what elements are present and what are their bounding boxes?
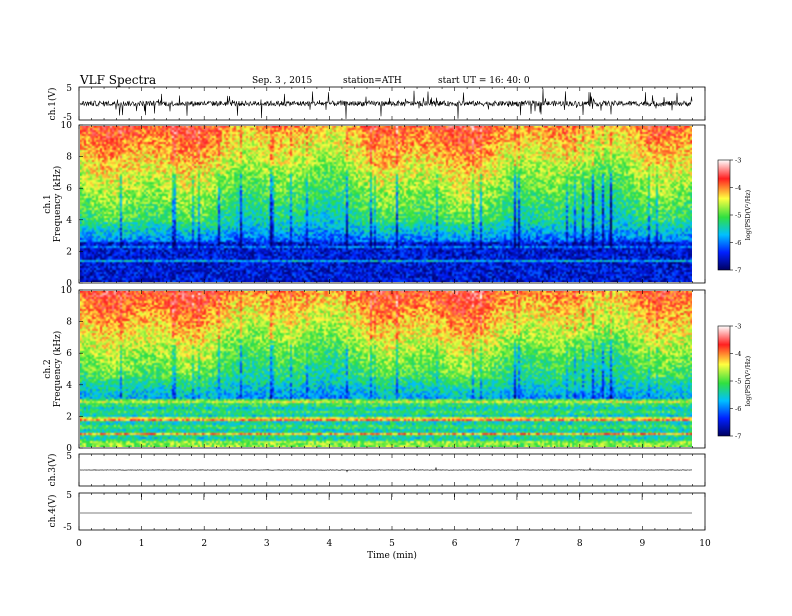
colorbar-tick-label: -5: [735, 378, 741, 386]
ch2-colorbar-label: log(PSD(V²/Hz): [744, 355, 752, 406]
ch2-spectrogram-yticks: 0 2 4 6 8 10: [61, 286, 83, 454]
x-tick-label: 2: [201, 539, 207, 549]
colorbar-tick-label: -6: [735, 239, 741, 247]
colorbar-tick-label: -4: [735, 184, 741, 192]
ch1-colorbar: -3 -4 -5 -6 -7 log(PSD(V²/Hz): [717, 157, 752, 275]
ch3-waveform-trace: [79, 467, 693, 473]
frequency-tick-label: 2: [66, 247, 72, 257]
ch1-spectrogram-ylabel: Frequency (kHz): [52, 166, 63, 243]
ch1-colorbar-gradient: [717, 159, 731, 271]
x-tick-label: 8: [577, 539, 583, 549]
frequency-tick-label: 0: [66, 444, 72, 454]
frequency-tick-label: 8: [66, 318, 72, 328]
colorbar-tick-label: -7: [735, 267, 741, 275]
ch1-waveform-frame: [78, 86, 706, 121]
colorbar-tick-label: -7: [735, 433, 741, 441]
x-tick-label: 7: [514, 539, 520, 549]
x-tick-label: 9: [640, 539, 646, 549]
colorbar-tick-label: -3: [735, 157, 741, 165]
colorbar-tick-label: -4: [735, 350, 741, 358]
ch1-spectrogram-heatmap: [80, 126, 692, 282]
x-tick-label: 0: [76, 539, 82, 549]
x-axis-ticks: [78, 87, 706, 530]
x-axis-tick-labels: 0 1 2 3 4 5 6 7 8 9 10: [76, 539, 711, 549]
x-tick-label: 4: [327, 539, 333, 549]
ch2-colorbar: -3 -4 -5 -6 -7 log(PSD(V²/Hz): [717, 323, 752, 441]
x-tick-label: 6: [452, 539, 458, 549]
x-tick-label: 1: [139, 539, 145, 549]
station-label: station=ATH: [343, 76, 402, 86]
ch1-spectrogram-channel-label: ch.1: [43, 194, 53, 213]
ch1-colorbar-ticks: -3 -4 -5 -6 -7: [730, 157, 741, 275]
ch1-ytick-minus5: -5: [63, 113, 72, 123]
date-label: Sep. 3 , 2015: [252, 76, 312, 86]
start-time-label: start UT = 16: 40: 0: [438, 76, 530, 86]
ch3-ytick-5: 5: [66, 452, 72, 462]
ch1-ytick-5: 5: [66, 84, 72, 94]
frequency-tick-label: 2: [66, 412, 72, 422]
frequency-tick-label: 6: [66, 349, 72, 359]
colorbar-tick-label: -3: [735, 323, 741, 331]
ch2-colorbar-ticks: -3 -4 -5 -6 -7: [730, 323, 741, 441]
ch4-waveform-trace: [80, 494, 692, 514]
x-tick-label: 3: [264, 539, 270, 549]
frequency-tick-label: 4: [66, 216, 72, 226]
ch1-colorbar-label: log(PSD(V²/Hz): [744, 189, 752, 240]
frequency-tick-label: 6: [66, 184, 72, 194]
frequency-tick-label: 0: [66, 279, 72, 289]
figure-title: VLF Spectra: [79, 73, 156, 87]
frequency-tick-label: 4: [66, 381, 72, 391]
x-tick-label: 5: [389, 539, 395, 549]
frequency-tick-label: 8: [66, 153, 72, 163]
x-axis-label: Time (min): [367, 550, 417, 561]
ch1-waveform-ylabel: ch.1(V): [47, 88, 58, 121]
ch2-spectrogram-heatmap: [80, 291, 692, 447]
ch2-spectrogram-ylabel: Frequency (kHz): [52, 331, 63, 408]
frequency-tick-label: 10: [61, 121, 73, 131]
x-tick-label: 10: [699, 539, 711, 549]
ch2-colorbar-gradient: [717, 325, 731, 437]
colorbar-tick-label: -5: [735, 212, 741, 220]
ch1-spectrogram-yticks: 0 2 4 6 8 10: [61, 121, 83, 289]
ch4-ytick-5: 5: [66, 491, 72, 501]
colorbar-tick-label: -6: [735, 405, 741, 413]
frequency-tick-label: 10: [61, 286, 73, 296]
ch4-waveform-ylabel: ch.4(V): [47, 495, 58, 528]
ch1-waveform-trace: [79, 88, 693, 120]
ch2-spectrogram-channel-label: ch.2: [43, 359, 53, 378]
ch3-waveform-ylabel: ch.3(V): [47, 454, 58, 487]
ch4-ytick-minus5: -5: [63, 523, 72, 533]
